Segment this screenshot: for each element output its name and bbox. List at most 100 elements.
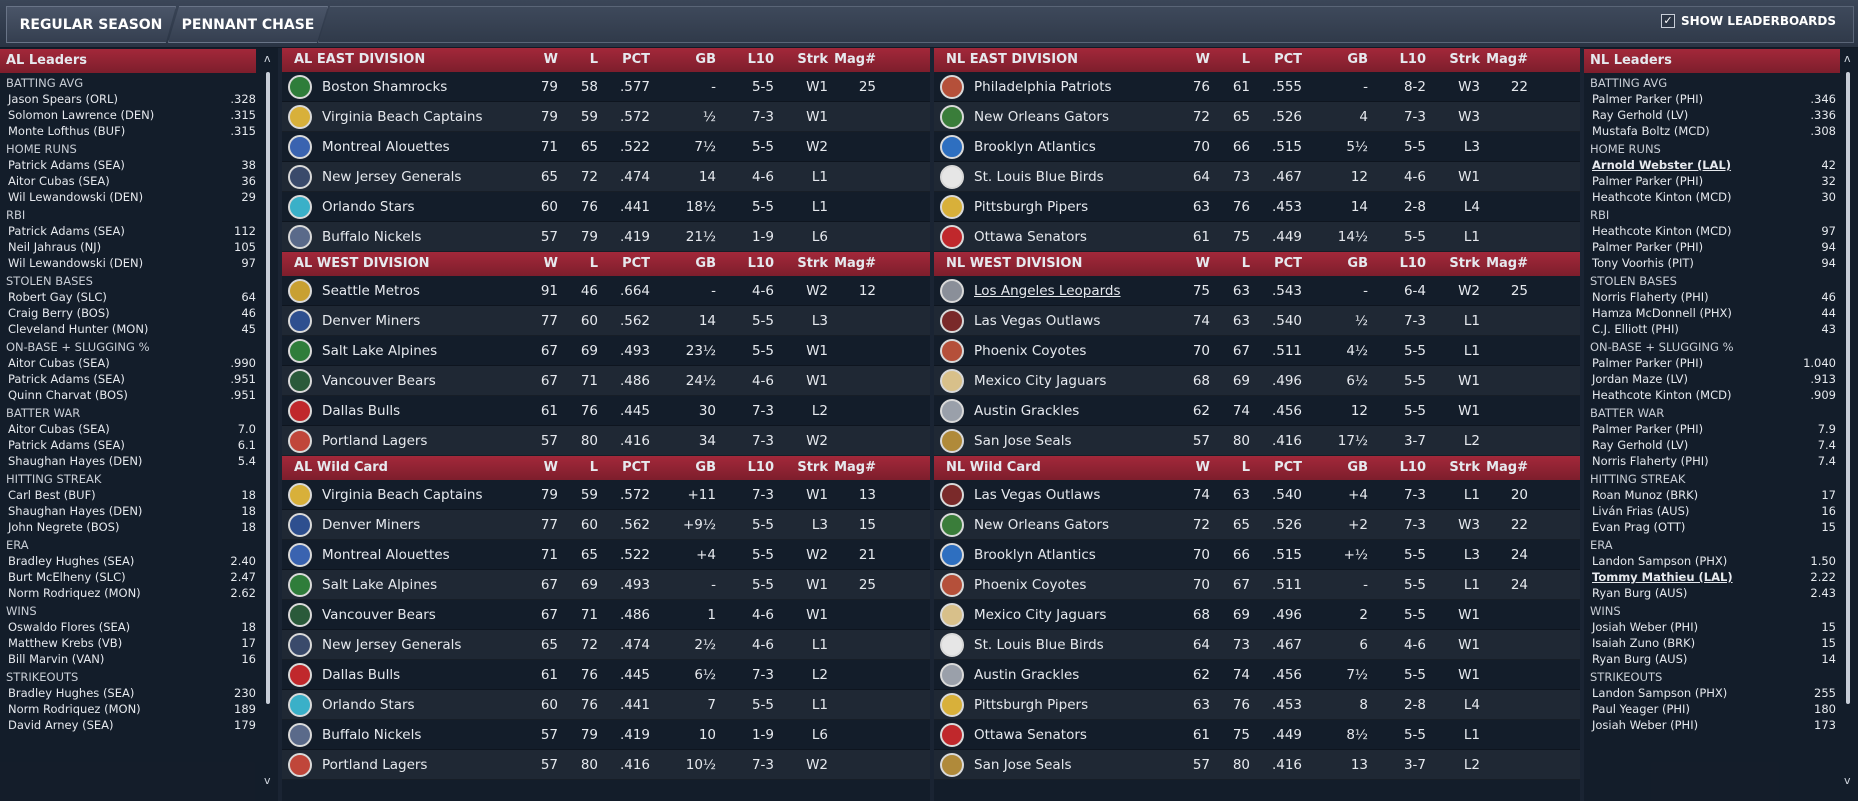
col-w-header[interactable]: W [1195,256,1210,271]
leader-name[interactable]: Ryan Burg (AUS) [1592,652,1688,666]
leader-name[interactable]: Arnold Webster (LAL) [1592,158,1732,172]
leader-row[interactable]: Palmer Parker (PHI) 1.040 [1584,355,1858,371]
scroll-down-icon[interactable]: v [1844,774,1851,787]
team-name[interactable]: Ottawa Senators [974,229,1087,245]
leader-row[interactable]: Tommy Mathieu (LAL) 2.22 [1584,569,1858,585]
table-row[interactable]: San Jose Seals 57 80 .416 17½ 3-7 L2 [934,426,1580,456]
leader-name[interactable]: Patrick Adams (SEA) [8,438,125,452]
team-name[interactable]: Orlando Stars [322,697,415,713]
leader-name[interactable]: Oswaldo Flores (SEA) [8,620,131,634]
col-mag-header[interactable]: Mag# [1486,52,1528,67]
leader-row[interactable]: Roan Munoz (BRK) 17 [1584,487,1858,503]
team-name[interactable]: Boston Shamrocks [322,79,448,95]
team-name[interactable]: St. Louis Blue Birds [974,169,1104,185]
leader-name[interactable]: Robert Gay (SLC) [8,290,107,304]
table-row[interactable]: New Orleans Gators 72 65 .526 4 7-3 W3 [934,102,1580,132]
leader-name[interactable]: Evan Prag (OTT) [1592,520,1686,534]
table-row[interactable]: New Jersey Generals 65 72 .474 14 4-6 L1 [282,162,930,192]
table-row[interactable]: Dallas Bulls 61 76 .445 6½ 7-3 L2 [282,660,930,690]
team-name[interactable]: Seattle Metros [322,283,420,299]
team-name[interactable]: Mexico City Jaguars [974,607,1107,623]
col-l10-header[interactable]: L10 [1399,52,1426,67]
col-l-header[interactable]: L [589,256,598,271]
team-name[interactable]: Virginia Beach Captains [322,109,483,125]
leader-row[interactable]: Norris Flaherty (PHI) 7.4 [1584,453,1858,469]
table-row[interactable]: Ottawa Senators 61 75 .449 14½ 5-5 L1 [934,222,1580,252]
leader-row[interactable]: Norris Flaherty (PHI) 46 [1584,289,1858,305]
team-name[interactable]: Virginia Beach Captains [322,487,483,503]
leader-name[interactable]: Bill Marvin (VAN) [8,652,105,666]
team-name[interactable]: Portland Lagers [322,757,428,773]
team-name[interactable]: Salt Lake Alpines [322,577,438,593]
col-mag-header[interactable]: Mag# [834,52,876,67]
col-strk-header[interactable]: Strk [1449,256,1480,271]
leader-row[interactable]: Bill Marvin (VAN) 16 [0,651,278,667]
leader-name[interactable]: Palmer Parker (PHI) [1592,422,1704,436]
leader-row[interactable]: Paul Yeager (PHI) 180 [1584,701,1858,717]
table-row[interactable]: Virginia Beach Captains 79 59 .572 +11 7-3 W1 1… [282,480,930,510]
leader-row[interactable]: Wil Lewandowski (DEN) 97 [0,255,278,271]
leader-row[interactable]: Solomon Lawrence (DEN) .315 [0,107,278,123]
team-name[interactable]: Los Angeles Leopards [974,283,1121,299]
team-name[interactable]: Las Vegas Outlaws [974,313,1101,329]
leader-name[interactable]: Ray Gerhold (LV) [1592,438,1689,452]
team-name[interactable]: Austin Grackles [974,403,1080,419]
leader-row[interactable]: Hamza McDonnell (PHX) 44 [1584,305,1858,321]
table-row[interactable]: Vancouver Bears 67 71 .486 1 4-6 W1 [282,600,930,630]
col-strk-header[interactable]: Strk [1449,52,1480,67]
table-row[interactable]: Seattle Metros 91 46 .664 - 4-6 W2 12 [282,276,930,306]
leader-row[interactable]: Norm Rodriquez (MON) 2.62 [0,585,278,601]
team-name[interactable]: Austin Grackles [974,667,1080,683]
team-name[interactable]: Brooklyn Atlantics [974,139,1096,155]
leader-name[interactable]: Wil Lewandowski (DEN) [8,256,144,270]
leader-name[interactable]: Josiah Weber (PHI) [1592,620,1699,634]
leader-name[interactable]: Bradley Hughes (SEA) [8,686,135,700]
leader-row[interactable]: Ray Gerhold (LV) 7.4 [1584,437,1858,453]
leader-row[interactable]: Quinn Charvat (BOS) .951 [0,387,278,403]
leader-row[interactable]: Patrick Adams (SEA) 38 [0,157,278,173]
team-name[interactable]: Buffalo Nickels [322,727,422,743]
table-row[interactable]: Pittsburgh Pipers 63 76 .453 14 2-8 L4 [934,192,1580,222]
table-row[interactable]: Denver Miners 77 60 .562 14 5-5 L3 [282,306,930,336]
table-row[interactable]: Las Vegas Outlaws 74 63 .540 +4 7-3 L1 20 [934,480,1580,510]
leader-name[interactable]: Patrick Adams (SEA) [8,158,125,172]
team-name[interactable]: New Orleans Gators [974,517,1109,533]
team-name[interactable]: Ottawa Senators [974,727,1087,743]
team-name[interactable]: Pittsburgh Pipers [974,697,1089,713]
table-row[interactable]: Vancouver Bears 67 71 .486 24½ 4-6 W1 [282,366,930,396]
table-row[interactable]: Denver Miners 77 60 .562 +9½ 5-5 L3 15 [282,510,930,540]
leader-name[interactable]: Norris Flaherty (PHI) [1592,290,1709,304]
leader-row[interactable]: Monte Lofthus (BUF) .315 [0,123,278,139]
col-w-header[interactable]: W [1195,52,1210,67]
leader-row[interactable]: Craig Berry (BOS) 46 [0,305,278,321]
leader-row[interactable]: Patrick Adams (SEA) 112 [0,223,278,239]
leader-row[interactable]: Aitor Cubas (SEA) 36 [0,173,278,189]
scroll-up-icon[interactable]: ʌ [264,52,271,65]
leader-row[interactable]: Heathcote Kinton (MCD) .909 [1584,387,1858,403]
leader-name[interactable]: Roan Munoz (BRK) [1592,488,1699,502]
leader-row[interactable]: Aitor Cubas (SEA) 7.0 [0,421,278,437]
tab-pennant-chase[interactable]: PENNANT CHASE [168,6,328,43]
leader-row[interactable]: Evan Prag (OTT) 15 [1584,519,1858,535]
col-l10-header[interactable]: L10 [747,256,774,271]
leader-name[interactable]: Landon Sampson (PHX) [1592,554,1728,568]
col-l10-header[interactable]: L10 [1399,460,1426,475]
leader-name[interactable]: Quinn Charvat (BOS) [8,388,128,402]
table-row[interactable]: Salt Lake Alpines 67 69 .493 23½ 5-5 W1 [282,336,930,366]
team-name[interactable]: Vancouver Bears [322,607,436,623]
team-name[interactable]: Las Vegas Outlaws [974,487,1101,503]
leader-row[interactable]: Ryan Burg (AUS) 2.43 [1584,585,1858,601]
table-row[interactable]: Las Vegas Outlaws 74 63 .540 ½ 7-3 L1 [934,306,1580,336]
leader-name[interactable]: Solomon Lawrence (DEN) [8,108,155,122]
col-gb-header[interactable]: GB [695,460,716,475]
table-row[interactable]: Virginia Beach Captains 79 59 .572 ½ 7-3 W1 [282,102,930,132]
checkbox-icon[interactable]: ✓ [1661,14,1675,28]
team-name[interactable]: San Jose Seals [974,757,1072,773]
leader-name[interactable]: Palmer Parker (PHI) [1592,174,1704,188]
leader-row[interactable]: C.J. Elliott (PHI) 43 [1584,321,1858,337]
table-row[interactable]: San Jose Seals 57 80 .416 13 3-7 L2 [934,750,1580,780]
table-row[interactable]: Orlando Stars 60 76 .441 18½ 5-5 L1 [282,192,930,222]
leader-name[interactable]: Patrick Adams (SEA) [8,224,125,238]
col-w-header[interactable]: W [1195,460,1210,475]
col-l-header[interactable]: L [589,52,598,67]
